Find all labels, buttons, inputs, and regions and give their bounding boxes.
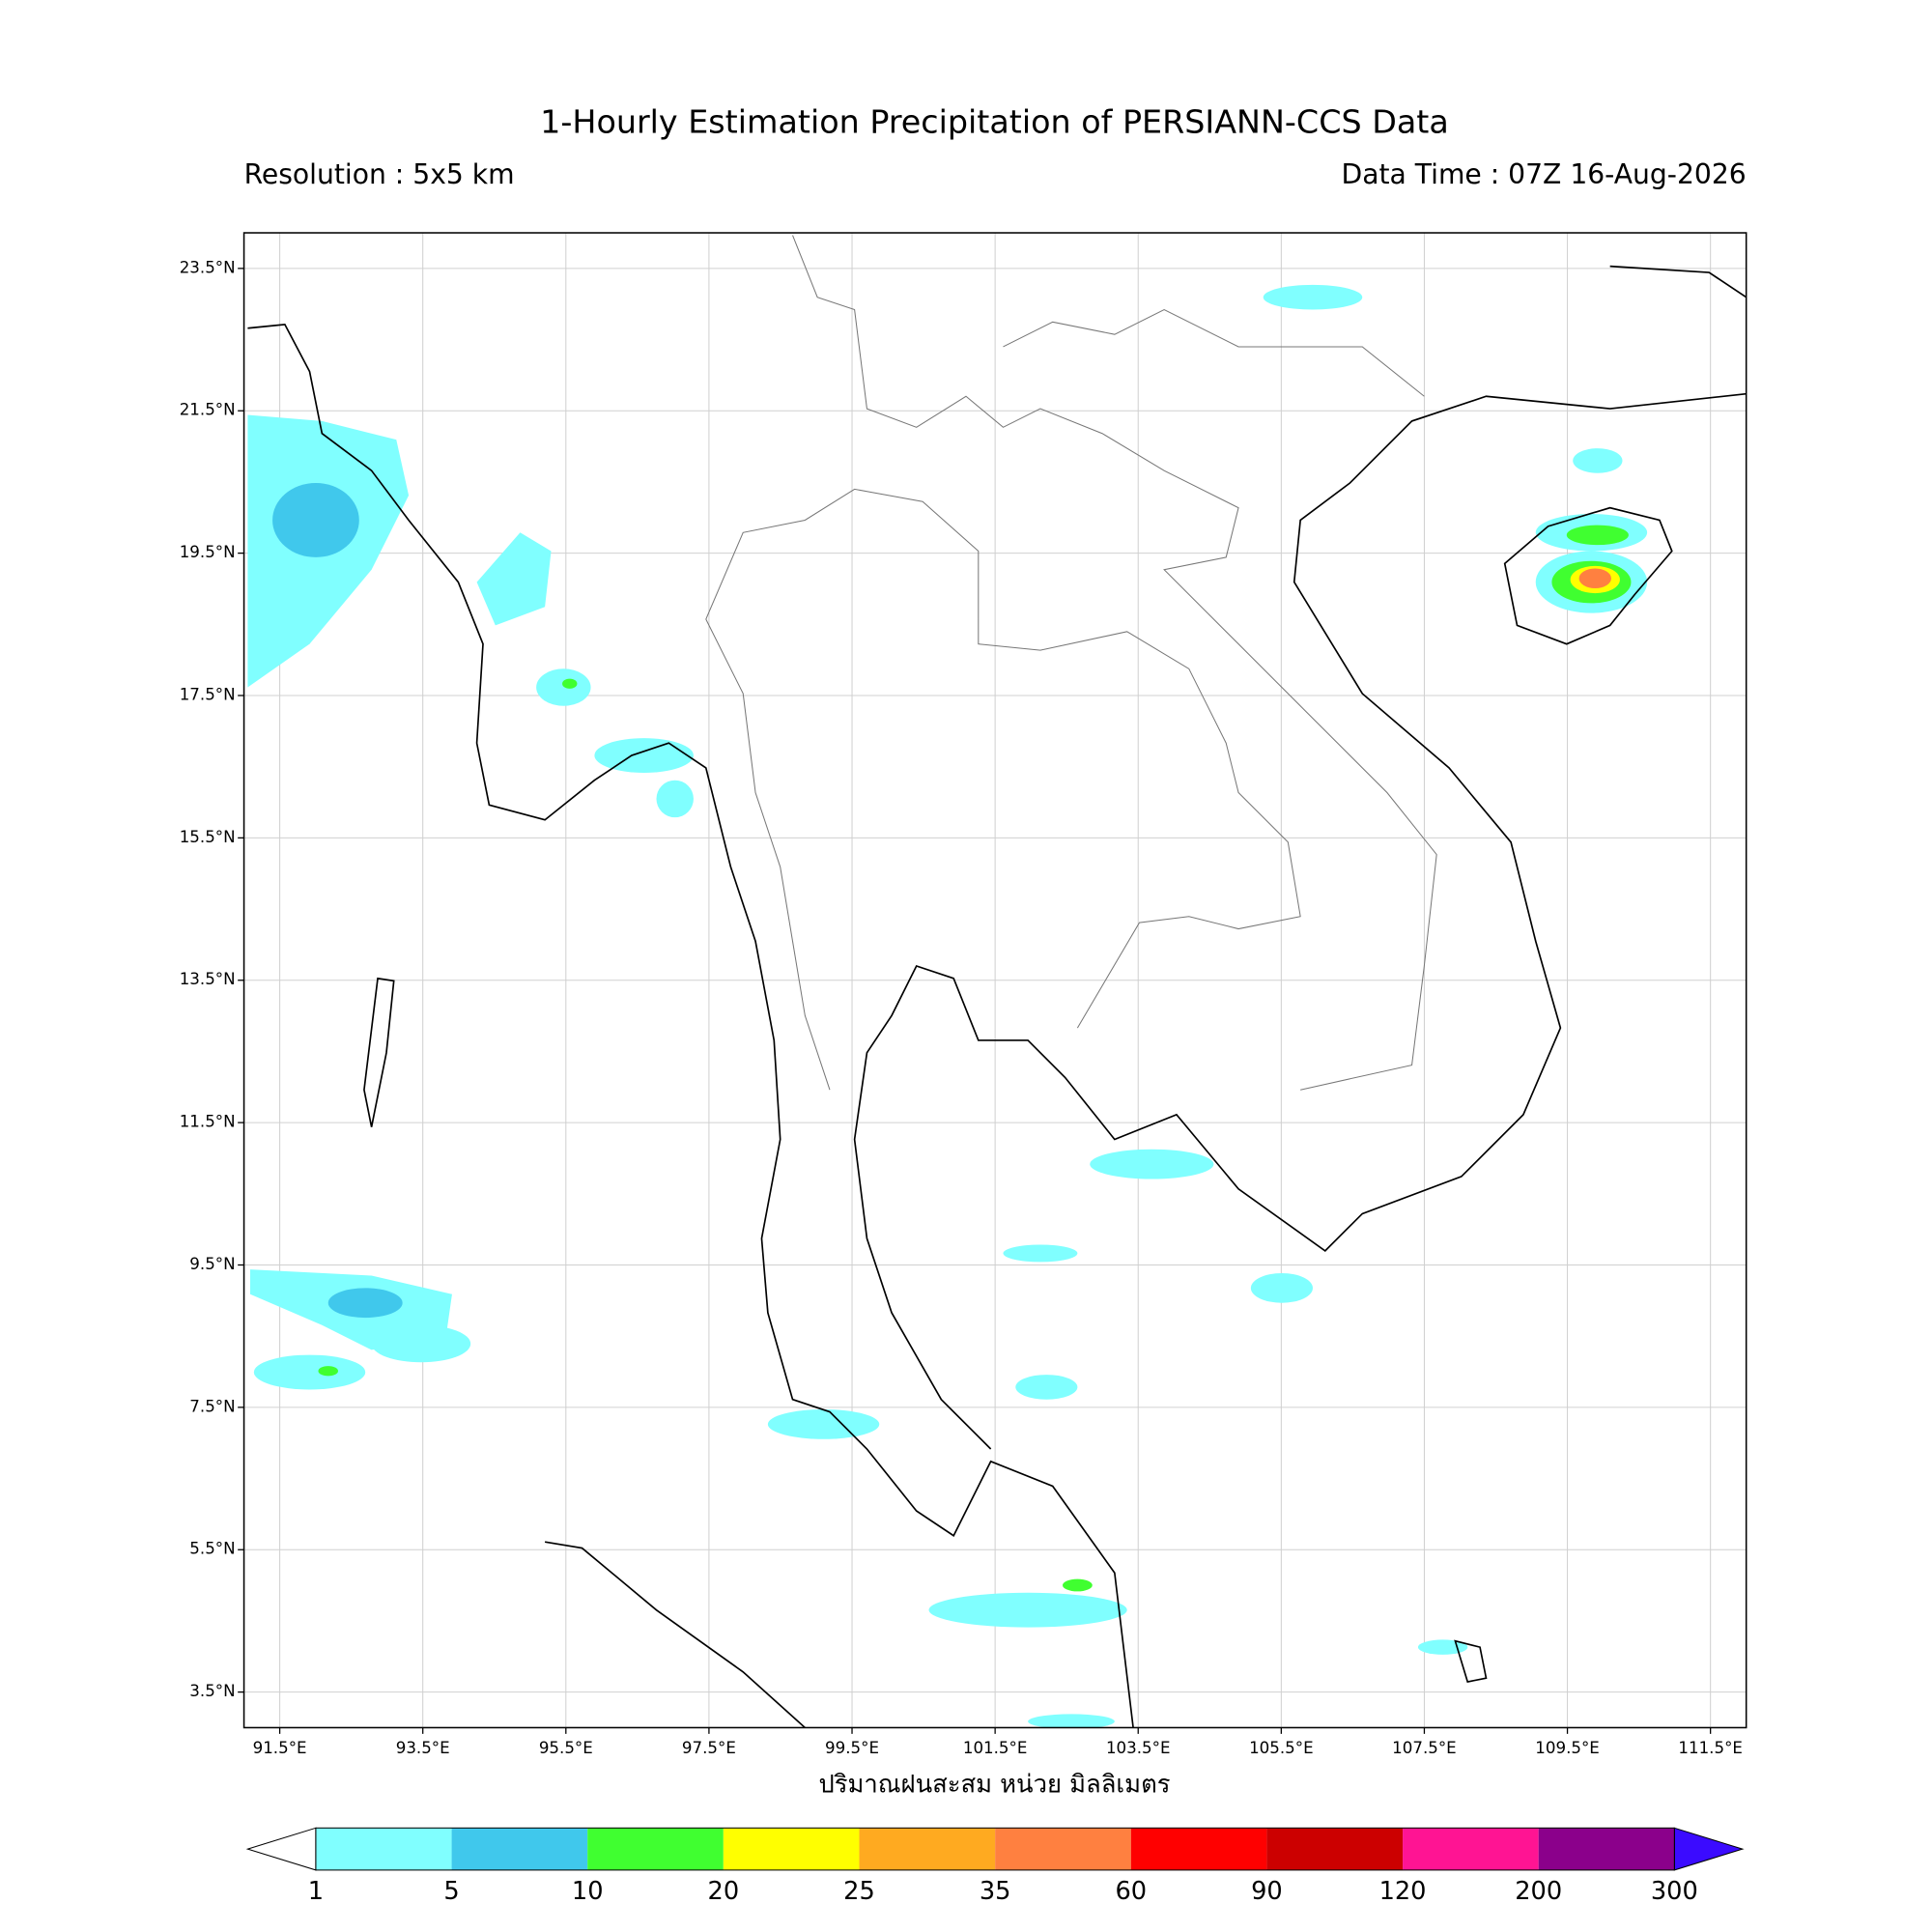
- coastline: [853, 392, 1747, 1450]
- colorbar-label: ปริมาณฝนสะสม หน่วย มิลลิเมตร: [818, 1771, 1170, 1800]
- colorbar-tick-label: 300: [1651, 1877, 1698, 1906]
- coastline: [247, 324, 1134, 1728]
- country-border: [705, 618, 831, 1091]
- grid: [238, 233, 1747, 1734]
- lon-tick-label: 97.5°E: [682, 1739, 736, 1757]
- island: [363, 977, 395, 1127]
- colorbar-tick-label: 120: [1379, 1877, 1427, 1906]
- colorbar-under: [245, 1827, 317, 1871]
- rain-area: [327, 1288, 403, 1319]
- lon-tick-label: 99.5°E: [825, 1739, 879, 1757]
- colorbar-tick-label: 10: [572, 1877, 604, 1906]
- lon-tick-label: 93.5°E: [396, 1739, 450, 1757]
- lon-tick-label: 103.5°E: [1106, 1739, 1171, 1757]
- coastline: [544, 1541, 806, 1728]
- rain-area: [1015, 1375, 1078, 1400]
- rain-area: [536, 668, 591, 706]
- data-time: Data Time : 07Z 16-Aug-2026: [1342, 158, 1747, 190]
- colorbar-tick-label: 5: [443, 1877, 459, 1906]
- rain-area: [1566, 525, 1629, 546]
- colorbar-tick-label: 20: [708, 1877, 740, 1906]
- rain-area: [371, 1324, 471, 1363]
- rain-area: [928, 1592, 1127, 1628]
- rain-area: [1003, 1244, 1078, 1263]
- rain-area: [1028, 1714, 1115, 1728]
- rain-area: [1063, 1578, 1093, 1592]
- rain-area: [1263, 284, 1363, 310]
- colorbar-box: [859, 1828, 996, 1870]
- colorbar-frame: [315, 1827, 1675, 1871]
- colorbar-box: [451, 1828, 588, 1870]
- country-border: [792, 235, 1437, 1091]
- rain-area: [767, 1408, 880, 1439]
- country-border: [1003, 308, 1425, 397]
- lat-tick-label: 19.5°N: [180, 543, 236, 561]
- colorbar-box: [1130, 1828, 1267, 1870]
- colorbar-tick-label: 200: [1515, 1877, 1562, 1906]
- lat-tick-label: 15.5°N: [180, 828, 236, 846]
- lat-tick-label: 5.5°N: [189, 1540, 235, 1558]
- lat-tick-label: 23.5°N: [180, 258, 236, 276]
- country-border: [705, 488, 1301, 1029]
- lat-tick-label: 17.5°N: [180, 685, 236, 703]
- colorbar-tick-label: 60: [1115, 1877, 1147, 1906]
- lon-tick-label: 91.5°E: [253, 1739, 307, 1757]
- island: [1503, 506, 1673, 645]
- lon-tick-label: 101.5°E: [963, 1739, 1028, 1757]
- colorbar-box: [723, 1828, 860, 1870]
- colorbar-box: [315, 1828, 452, 1870]
- colorbar-box: [995, 1828, 1131, 1870]
- colorbar-box: [1538, 1828, 1675, 1870]
- rain-area: [656, 780, 694, 818]
- lat-tick-label: 21.5°N: [180, 401, 236, 419]
- colorbar-tick-label: 90: [1251, 1877, 1283, 1906]
- rain-area: [476, 532, 552, 626]
- title: 1-Hourly Estimation Precipitation of PER…: [540, 103, 1449, 141]
- colorbar-box: [1266, 1828, 1404, 1870]
- lat-tick-label: 3.5°N: [189, 1682, 235, 1700]
- colorbar-tick-label: 35: [980, 1877, 1011, 1906]
- map-layer: [247, 235, 1747, 1728]
- colorbar-over: [1673, 1827, 1745, 1871]
- colorbar: 1 5 10 20 25 35 60 90 120 200 300: [245, 1827, 1745, 1906]
- rain-area: [318, 1366, 338, 1377]
- rain-area: [1578, 568, 1611, 588]
- rain-areas: [247, 284, 1648, 1728]
- rain-area: [1250, 1272, 1313, 1303]
- lat-tick-label: 9.5°N: [189, 1255, 235, 1273]
- colorbar-tick-label: 25: [843, 1877, 875, 1906]
- lat-tick-label: 13.5°N: [180, 970, 236, 988]
- resolution: Resolution : 5x5 km: [244, 158, 515, 190]
- rain-area: [272, 483, 359, 557]
- colorbar-box: [1403, 1828, 1539, 1870]
- island: [1454, 1639, 1488, 1683]
- lon-tick-label: 105.5°E: [1249, 1739, 1314, 1757]
- map-frame: [242, 232, 1747, 1729]
- colorbar-box: [587, 1828, 724, 1870]
- lon-tick-label: 95.5°E: [539, 1739, 593, 1757]
- lat-tick-label: 7.5°N: [189, 1397, 235, 1415]
- colorbar-tick-label: 1: [308, 1877, 324, 1906]
- rain-area: [1573, 448, 1623, 473]
- rain-area: [562, 678, 578, 689]
- rain-area: [594, 738, 694, 773]
- lat-tick-label: 11.5°N: [180, 1113, 236, 1131]
- rain-area: [253, 1354, 366, 1390]
- lon-tick-label: 109.5°E: [1535, 1739, 1600, 1757]
- lon-tick-label: 111.5°E: [1678, 1739, 1743, 1757]
- lon-tick-label: 107.5°E: [1392, 1739, 1457, 1757]
- rain-area: [1090, 1149, 1214, 1179]
- coastline: [1609, 265, 1747, 298]
